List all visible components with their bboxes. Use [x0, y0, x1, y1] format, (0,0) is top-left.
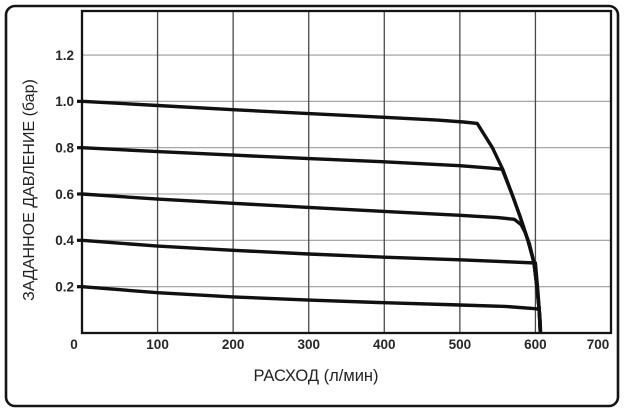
y-tick-label: 0.6 [55, 187, 74, 202]
plot-frame [80, 9, 613, 335]
x-tick-label: 400 [373, 337, 396, 352]
x-tick-label: 300 [297, 337, 320, 352]
figure-border [4, 4, 620, 408]
pressure-curve [81, 192, 542, 334]
x-tick-label: 200 [222, 337, 245, 352]
x-axis-title: РАСХОД (л/мин) [253, 367, 378, 385]
y-tick-label: 0.8 [55, 140, 74, 155]
pressure-curve [81, 285, 543, 334]
x-tick-label: 100 [146, 337, 169, 352]
y-tick-label: 0.2 [55, 279, 74, 294]
y-axis-title: ЗАДАННОЕ ДАВЛЕНИЕ (бар) [21, 79, 38, 301]
y-tick-label: 0.4 [55, 233, 74, 248]
pressure-curve [81, 238, 542, 334]
y-tick-label: 1.2 [55, 48, 74, 63]
y-tick-label: 1.0 [55, 94, 74, 109]
x-tick-label: 600 [524, 337, 547, 352]
x-tick-label: 500 [449, 337, 472, 352]
x-tick-label: 700 [587, 337, 610, 352]
x-tick-label: 0 [70, 337, 78, 352]
